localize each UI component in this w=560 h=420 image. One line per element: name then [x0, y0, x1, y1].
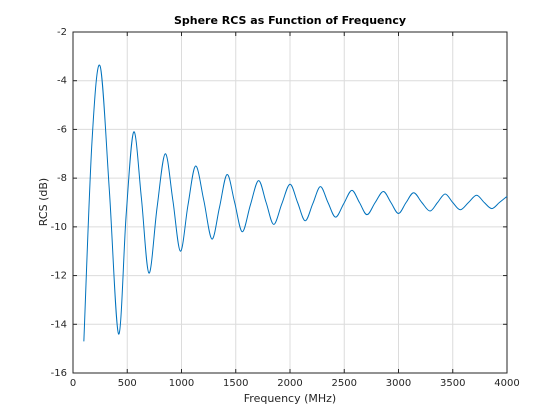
- y-tick-label: -10: [51, 222, 67, 233]
- x-tick-label: 1500: [223, 378, 248, 389]
- y-tick-label: -16: [51, 368, 67, 379]
- x-tick-label: 2500: [332, 378, 357, 389]
- x-tick-label: 1000: [169, 378, 194, 389]
- x-tick-label: 3000: [386, 378, 411, 389]
- y-tick-label: -4: [57, 76, 67, 87]
- x-tick-label: 500: [118, 378, 137, 389]
- x-tick-label: 4000: [494, 378, 519, 389]
- y-tick-label: -14: [51, 319, 67, 330]
- x-tick-label: 0: [70, 378, 76, 389]
- y-tick-label: -12: [51, 271, 67, 282]
- y-tick-label: -8: [57, 173, 67, 184]
- chart-title: Sphere RCS as Function of Frequency: [174, 14, 406, 27]
- y-axis-label: RCS (dB): [37, 178, 50, 226]
- x-tick-label: 2000: [277, 378, 302, 389]
- axes-box: [72, 31, 508, 374]
- y-tick-label: -2: [57, 27, 67, 38]
- data-line: [83, 64, 508, 342]
- y-tick-label: -6: [57, 124, 67, 135]
- x-axis-label: Frequency (MHz): [244, 392, 336, 405]
- x-tick-label: 3500: [440, 378, 465, 389]
